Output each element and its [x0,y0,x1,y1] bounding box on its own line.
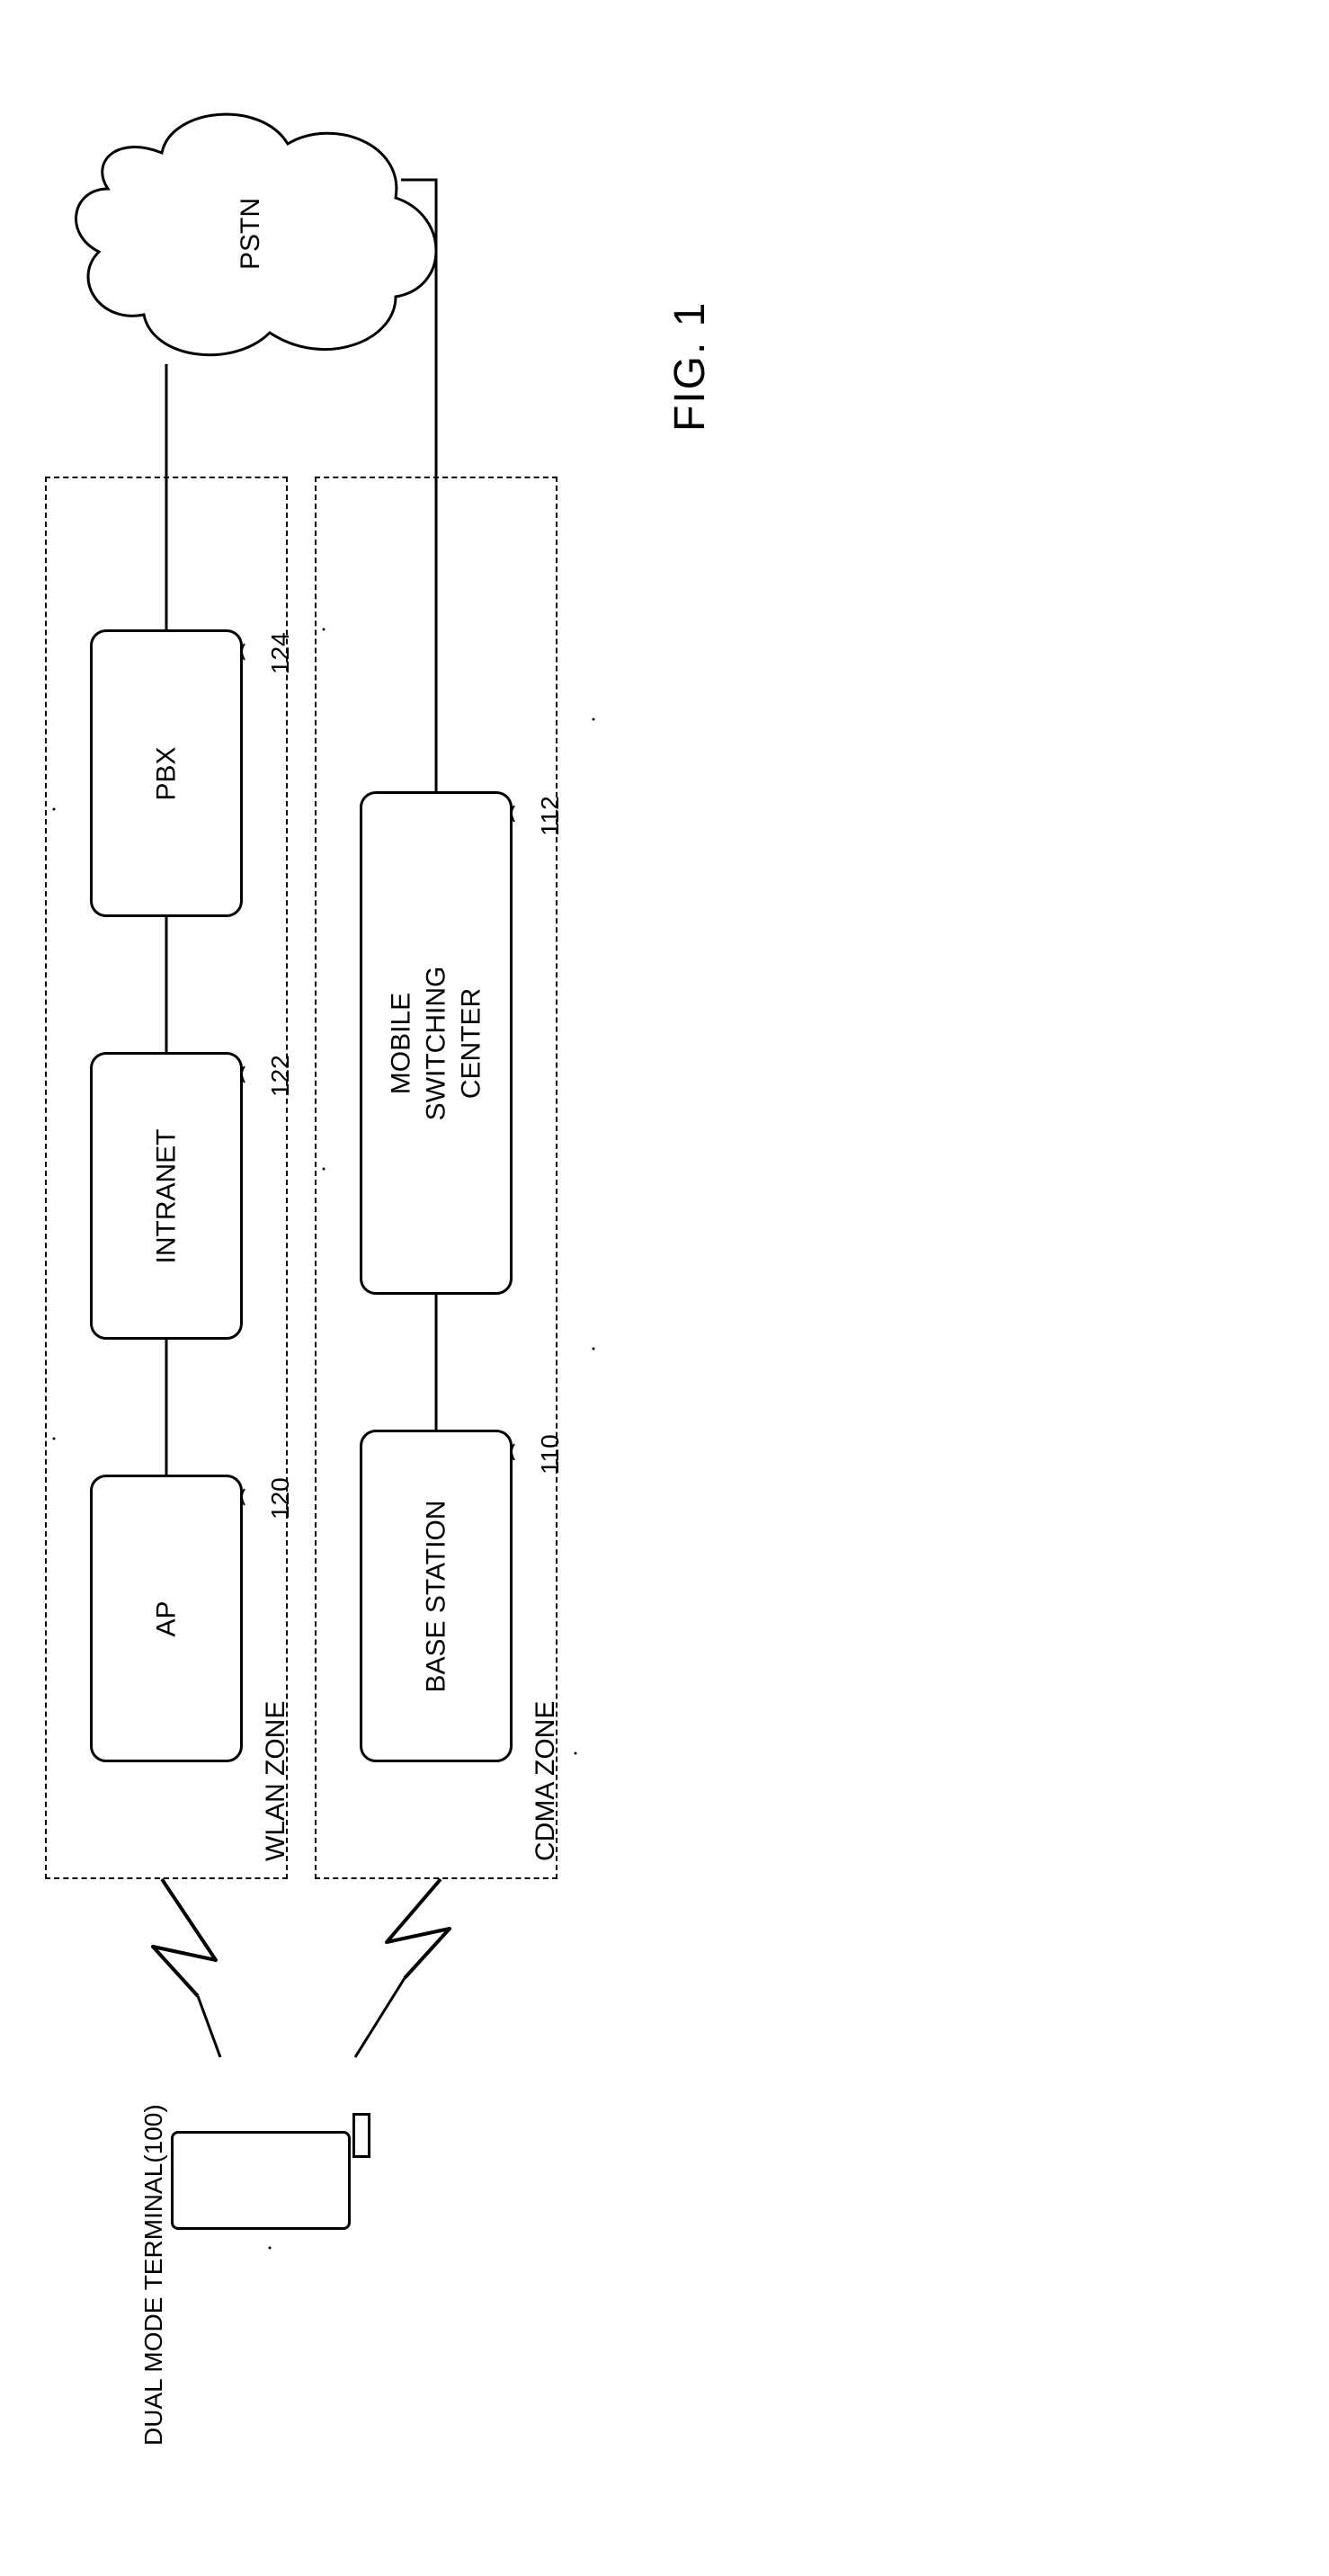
ap-box: AP [90,1475,243,1762]
figure-title: FIG. 1 [665,301,715,432]
pstn-cloud [76,114,436,355]
ap-ref: 120 [266,1477,295,1520]
base-station-box: BASE STATION [360,1430,513,1762]
line-terminal-cdma [355,1978,405,2057]
base-station-label: BASE STATION [419,1500,454,1692]
pbx-ref: 124 [266,632,295,674]
bolt-wlan [153,1879,216,1996]
msc-ref: 112 [536,796,565,836]
pbx-box: PBX [90,629,243,917]
intranet-box: INTRANET [90,1052,243,1340]
ap-label: AP [149,1600,184,1636]
msc-label: MOBILE SWITCHING CENTER [384,966,489,1120]
line-terminal-wlan [198,1996,220,2057]
terminal-label: DUAL MODE TERMINAL(100) [139,2104,168,2446]
wlan-zone-label: WLAN ZONE [261,1701,291,1861]
intranet-ref: 122 [266,1055,295,1097]
bolt-cdma [387,1879,450,1978]
base-station-ref: 110 [536,1434,565,1475]
cdma-zone-label: CDMA ZONE [531,1701,561,1861]
pbx-label: PBX [149,746,184,800]
intranet-label: INTRANET [149,1128,184,1263]
msc-box: MOBILE SWITCHING CENTER [360,791,513,1295]
terminal-body [171,2131,351,2230]
pstn-label: PSTN [236,198,265,270]
terminal-antenna [352,2113,370,2158]
